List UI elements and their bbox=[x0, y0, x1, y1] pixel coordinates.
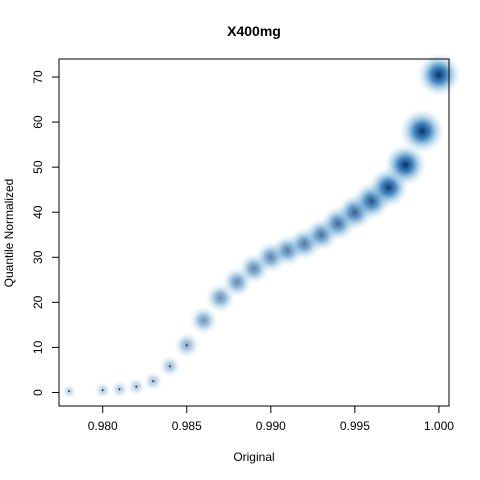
y-tick-label: 10 bbox=[31, 340, 45, 354]
outlier-marker-6 bbox=[185, 344, 188, 346]
outlier-marker-3 bbox=[135, 385, 138, 388]
x-tick-label: 0.995 bbox=[340, 419, 370, 433]
y-tick-label: 70 bbox=[31, 70, 45, 84]
y-tick-label: 40 bbox=[31, 205, 45, 219]
density-point-19 bbox=[383, 143, 427, 187]
y-tick-label: 30 bbox=[31, 250, 45, 264]
outlier-marker-1 bbox=[101, 389, 104, 392]
outlier-marker-0 bbox=[68, 390, 70, 392]
density-point-21 bbox=[416, 52, 461, 97]
outlier-marker-2 bbox=[118, 388, 121, 391]
plot-frame bbox=[58, 58, 450, 407]
chart-title: X400mg bbox=[227, 23, 281, 39]
x-tick-label: 1.000 bbox=[424, 419, 454, 433]
outlier-marker-5 bbox=[169, 365, 171, 368]
x-tick-label: 0.990 bbox=[256, 419, 286, 433]
y-tick-label: 0 bbox=[31, 389, 45, 396]
x-tick-label: 0.980 bbox=[88, 419, 118, 433]
density-point-7 bbox=[189, 305, 219, 335]
y-tick-label: 50 bbox=[31, 160, 45, 174]
x-tick-label: 0.985 bbox=[172, 419, 202, 433]
y-tick-label: 60 bbox=[31, 115, 45, 129]
x-axis-label: Original bbox=[233, 450, 274, 464]
y-axis-label: Quantile Normalized bbox=[2, 179, 16, 288]
y-axis: 0 10 20 30 40 50 60 70 bbox=[31, 70, 60, 396]
markers-layer bbox=[68, 344, 188, 392]
outlier-marker-4 bbox=[152, 380, 154, 383]
density-point-20 bbox=[399, 108, 445, 154]
x-axis: 0.980 0.985 0.990 0.995 1.000 bbox=[88, 405, 454, 433]
y-tick-label: 20 bbox=[31, 295, 45, 309]
points-layer bbox=[61, 52, 461, 399]
